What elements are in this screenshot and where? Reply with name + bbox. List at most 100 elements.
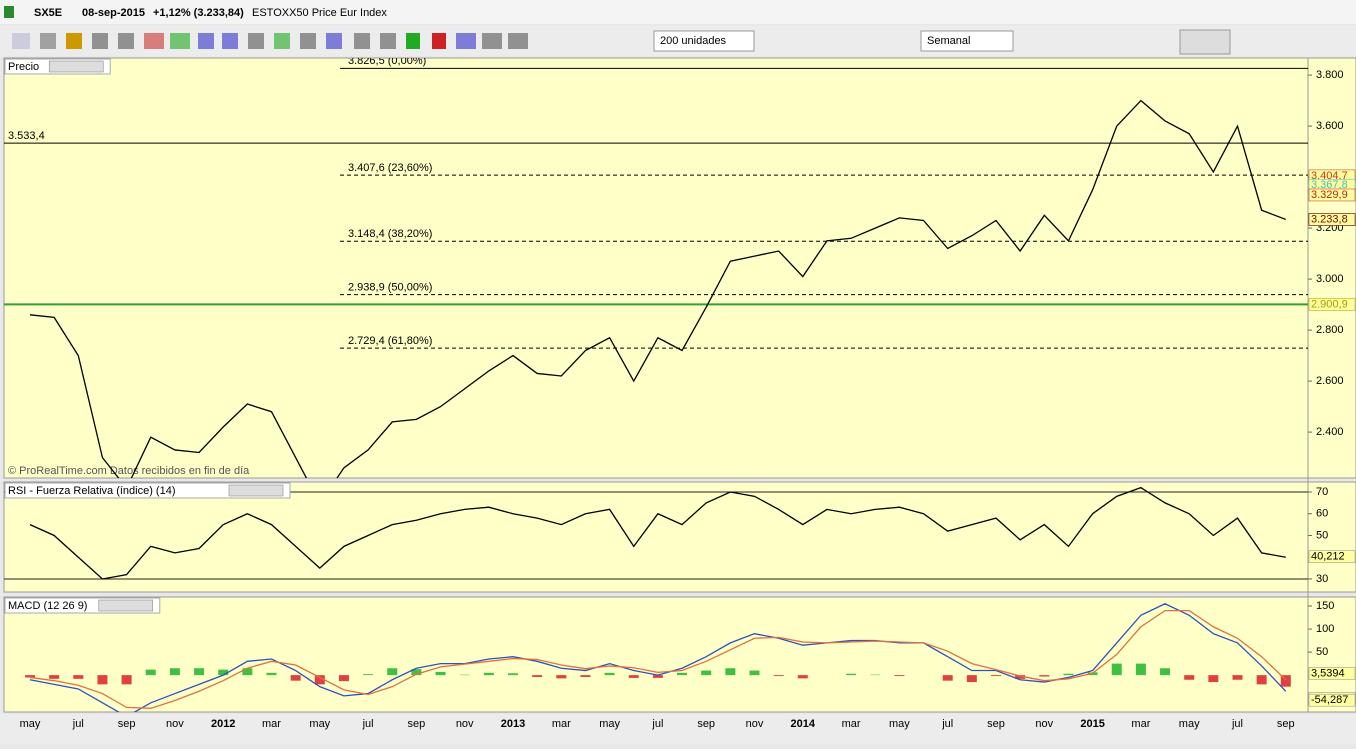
x-tick-label: jul [941, 718, 953, 730]
change: +1,12% (3.233,84) [153, 7, 244, 19]
panel-buttons[interactable] [229, 485, 283, 496]
histogram-bar [798, 675, 808, 678]
x-tick-label: mar [1131, 718, 1150, 730]
histogram-bar [991, 675, 1001, 676]
symbol: SX5E [34, 7, 62, 19]
x-tick-label: may [599, 718, 620, 730]
histogram-bar [1160, 668, 1170, 675]
panel-title: Precio [8, 61, 39, 73]
x-tick-label: sep [118, 718, 136, 730]
x-tick-label: sep [697, 718, 715, 730]
histogram-bar [725, 668, 735, 675]
watermark: © ProRealTime.com Datos recibidos en fin… [8, 465, 250, 477]
histogram-bar [122, 675, 132, 684]
histogram-bar [242, 668, 252, 675]
x-tick-label: may [20, 718, 41, 730]
y-tick-label: 60 [1316, 508, 1328, 520]
histogram-bar [1184, 675, 1194, 680]
level-label: 3.826,5 (0,00%) [348, 55, 426, 67]
histogram-bar [846, 674, 856, 675]
x-tick-label: may [889, 718, 910, 730]
panel-title: RSI - Fuerza Relativa (índice) (14) [8, 485, 176, 497]
price-panel [4, 58, 1356, 478]
y-tick-label: 50 [1316, 646, 1328, 658]
level-label: 2.938,9 (50,00%) [348, 282, 432, 294]
histogram-bar [605, 673, 615, 675]
y-tick-label: 50 [1316, 529, 1328, 541]
price-badge-label: 2.900,9 [1311, 298, 1348, 310]
x-tick-label: may [1179, 718, 1200, 730]
histogram-bar [894, 675, 904, 676]
period: Semanal [927, 35, 970, 47]
y-tick-label: 3.800 [1316, 69, 1344, 81]
x-tick-label: jul [651, 718, 663, 730]
histogram-bar [1112, 664, 1122, 676]
histogram-bar [629, 675, 639, 678]
price-badge-label: 3.233,8 [1311, 213, 1348, 225]
histogram-bar [580, 675, 590, 677]
histogram-bar [532, 675, 542, 677]
units: 200 unidades [660, 35, 727, 47]
panel-title: MACD (12 26 9) [8, 600, 87, 612]
app-icon [4, 6, 14, 18]
y-tick-label: 70 [1316, 486, 1328, 498]
histogram-bar [774, 675, 784, 676]
x-tick-label: nov [166, 718, 184, 730]
level-label: 2.729,4 (61,80%) [348, 335, 432, 347]
histogram-bar [97, 675, 107, 684]
x-tick-label: 2015 [1080, 718, 1104, 730]
instrument-name: ESTOXX50 Price Eur Index [252, 7, 387, 19]
panel-buttons[interactable] [99, 600, 153, 611]
histogram-bar [1063, 674, 1073, 675]
histogram-bar [1257, 675, 1267, 684]
histogram-bar [677, 673, 687, 675]
x-tick-label: sep [408, 718, 426, 730]
histogram-bar [1233, 675, 1243, 680]
value-badge-label: -54,287 [1311, 694, 1348, 706]
histogram-bar [339, 675, 349, 681]
panel-buttons[interactable] [49, 61, 103, 72]
histogram-bar [436, 672, 446, 675]
value-badge-label: 40,212 [1311, 551, 1345, 563]
x-tick-label: sep [987, 718, 1005, 730]
histogram-bar [146, 670, 156, 676]
histogram-bar [73, 675, 83, 679]
histogram-bar [363, 674, 373, 675]
histogram-bar [750, 671, 760, 676]
histogram-bar [194, 668, 204, 675]
x-tick-label: 2012 [211, 718, 235, 730]
x-tick-label: nov [746, 718, 764, 730]
histogram-bar [1039, 675, 1049, 676]
x-axis-bar [0, 714, 1356, 744]
histogram-bar [1136, 664, 1146, 676]
x-tick-label: jul [72, 718, 84, 730]
histogram-bar [943, 675, 953, 681]
y-tick-label: 3.000 [1316, 273, 1344, 285]
y-tick-label: 2.400 [1316, 426, 1344, 438]
histogram-bar [967, 675, 977, 682]
y-tick-label: 100 [1316, 623, 1334, 635]
histogram-bar [484, 673, 494, 675]
date: 08-sep-2015 [82, 7, 145, 19]
histogram-bar [291, 675, 301, 681]
y-tick-label: 2.800 [1316, 324, 1344, 336]
x-tick-label: mar [842, 718, 861, 730]
x-tick-label: nov [1035, 718, 1053, 730]
histogram-bar [508, 673, 518, 675]
histogram-bar [556, 675, 566, 678]
x-tick-label: jul [1231, 718, 1243, 730]
x-tick-label: 2014 [791, 718, 816, 730]
x-tick-label: nov [456, 718, 474, 730]
level-label: 3.148,4 (38,20%) [348, 228, 432, 240]
y-tick-label: 2.600 [1316, 375, 1344, 387]
x-tick-label: sep [1277, 718, 1295, 730]
histogram-bar [387, 668, 397, 675]
level-label: 3.407,6 (23,60%) [348, 162, 432, 174]
horizontal-line-label: 3.533,4 [8, 130, 45, 142]
x-tick-label: jul [362, 718, 374, 730]
y-tick-label: 150 [1316, 600, 1334, 612]
value-badge-label: 3,5394 [1311, 667, 1345, 679]
histogram-bar [218, 670, 228, 676]
